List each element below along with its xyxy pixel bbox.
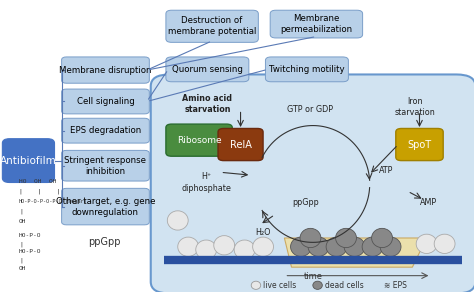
Text: HO  OH  OH: HO OH OH xyxy=(19,178,56,184)
Text: |: | xyxy=(19,241,23,246)
Text: Cell signaling: Cell signaling xyxy=(77,97,134,106)
FancyBboxPatch shape xyxy=(62,150,149,181)
Text: Iron
starvation: Iron starvation xyxy=(394,97,435,117)
FancyBboxPatch shape xyxy=(166,124,232,156)
FancyBboxPatch shape xyxy=(62,188,149,225)
FancyBboxPatch shape xyxy=(166,10,258,42)
FancyBboxPatch shape xyxy=(265,57,348,82)
Text: ≋ EPS: ≋ EPS xyxy=(384,281,407,290)
Text: Ribosome: Ribosome xyxy=(177,136,221,145)
Ellipse shape xyxy=(253,237,273,256)
FancyBboxPatch shape xyxy=(396,128,443,161)
Text: Membrane
permeabilization: Membrane permeabilization xyxy=(280,14,353,34)
FancyBboxPatch shape xyxy=(166,57,249,82)
Ellipse shape xyxy=(416,234,437,253)
FancyBboxPatch shape xyxy=(62,118,149,143)
FancyBboxPatch shape xyxy=(62,57,149,83)
Ellipse shape xyxy=(178,237,199,256)
Ellipse shape xyxy=(234,240,255,259)
Text: dead cells: dead cells xyxy=(325,281,364,290)
FancyBboxPatch shape xyxy=(270,10,363,38)
Ellipse shape xyxy=(251,281,261,289)
Text: |: | xyxy=(19,257,23,263)
Ellipse shape xyxy=(362,237,383,256)
Text: OH: OH xyxy=(19,266,27,271)
Text: live cells: live cells xyxy=(263,281,296,290)
Text: Destruction of
membrane potential: Destruction of membrane potential xyxy=(168,16,256,36)
FancyBboxPatch shape xyxy=(2,139,55,182)
FancyBboxPatch shape xyxy=(151,74,474,292)
Ellipse shape xyxy=(380,237,401,256)
Text: |    |    |: | | | xyxy=(19,189,60,194)
Text: Stringent response
inhibition: Stringent response inhibition xyxy=(64,156,146,176)
Text: SpoT: SpoT xyxy=(408,140,431,150)
Text: Other target, e.g. gene
downregulation: Other target, e.g. gene downregulation xyxy=(56,197,155,217)
Ellipse shape xyxy=(300,228,321,248)
Text: H⁺
diphosphate: H⁺ diphosphate xyxy=(181,173,231,192)
Text: ppGpp: ppGpp xyxy=(88,237,120,247)
Text: time: time xyxy=(303,272,322,281)
Ellipse shape xyxy=(214,236,235,255)
Text: |: | xyxy=(19,209,23,214)
Text: EPS degradation: EPS degradation xyxy=(70,126,141,135)
Text: AMP: AMP xyxy=(419,199,437,207)
Ellipse shape xyxy=(313,281,322,289)
FancyBboxPatch shape xyxy=(218,128,263,161)
Text: ATP: ATP xyxy=(379,166,393,175)
Ellipse shape xyxy=(167,211,188,230)
Ellipse shape xyxy=(372,228,392,248)
Text: GTP or GDP: GTP or GDP xyxy=(287,105,334,114)
Text: HO-P-O: HO-P-O xyxy=(19,248,41,254)
Polygon shape xyxy=(284,238,427,267)
Text: Amino acid
starvation: Amino acid starvation xyxy=(182,94,232,114)
Ellipse shape xyxy=(434,234,455,253)
Ellipse shape xyxy=(336,228,356,248)
Text: H₂O: H₂O xyxy=(255,228,271,237)
Text: Antibiofilm: Antibiofilm xyxy=(0,156,57,166)
Ellipse shape xyxy=(308,237,329,256)
Ellipse shape xyxy=(196,240,217,259)
Text: ppGpp: ppGpp xyxy=(292,199,319,207)
Text: Quorum sensing: Quorum sensing xyxy=(172,65,243,74)
Ellipse shape xyxy=(326,237,347,256)
Text: HO-P-O: HO-P-O xyxy=(19,232,41,238)
Text: RelA: RelA xyxy=(229,140,252,150)
Ellipse shape xyxy=(291,237,311,256)
Text: HO-P-O-P-O-P-O-[sugar]: HO-P-O-P-O-P-O-[sugar] xyxy=(19,199,88,204)
Text: OH: OH xyxy=(19,219,27,225)
Text: Membrane disruption: Membrane disruption xyxy=(59,66,152,74)
Text: Twitching motility: Twitching motility xyxy=(269,65,345,74)
Ellipse shape xyxy=(344,237,365,256)
FancyBboxPatch shape xyxy=(62,89,149,114)
